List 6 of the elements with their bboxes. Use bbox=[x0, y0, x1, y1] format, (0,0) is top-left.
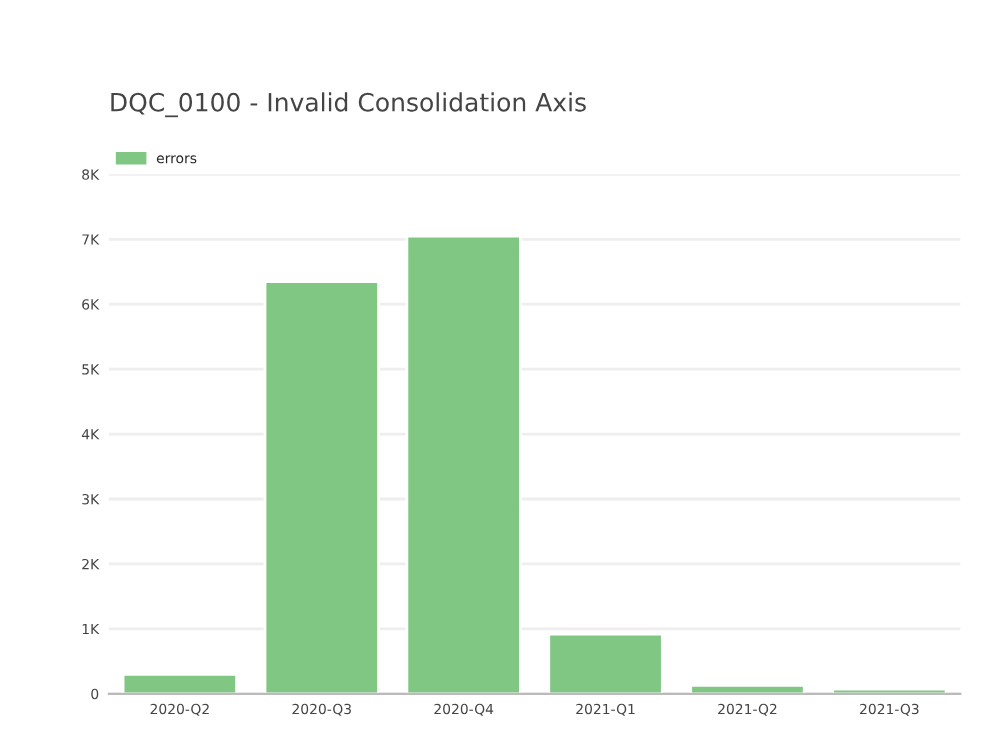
bar bbox=[689, 683, 806, 694]
bar bbox=[121, 672, 238, 694]
bar bbox=[263, 280, 380, 694]
bar bbox=[405, 234, 522, 694]
chart-title: DQC_0100 - Invalid Consolidation Axis bbox=[111, 92, 586, 118]
bar bbox=[547, 632, 664, 694]
